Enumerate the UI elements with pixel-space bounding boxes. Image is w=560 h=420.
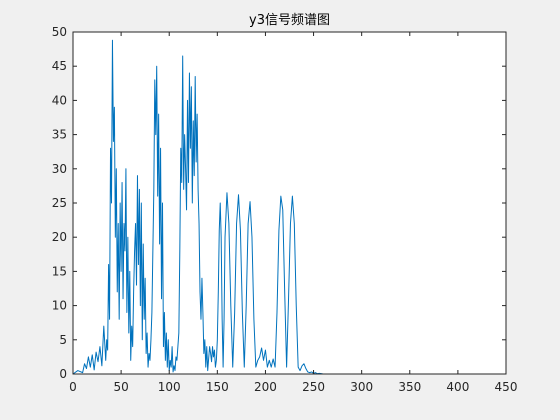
y-tick-label: 30 [52,162,67,176]
x-tick-label: 100 [158,380,181,394]
x-tick-label: 250 [302,380,325,394]
y-tick-label: 10 [52,299,67,313]
y-tick-label: 40 [52,93,67,107]
y-tick-label: 45 [52,59,67,73]
x-tick-label: 150 [206,380,229,394]
x-tick-label: 200 [254,380,277,394]
chart-title: y3信号频谱图 [249,13,330,28]
x-tick-label: 50 [113,380,128,394]
y-tick-label: 15 [52,264,67,278]
y-tick-label: 50 [52,25,67,39]
x-tick-label: 300 [350,380,373,394]
y-tick-label: 20 [52,230,67,244]
x-tick-label: 450 [495,380,518,394]
x-tick-label: 350 [398,380,421,394]
x-tick-label: 400 [446,380,469,394]
x-tick-label: 0 [69,380,77,394]
series-line-0 [72,39,331,375]
y-tick-label: 5 [59,333,67,347]
y-tick-label: 25 [52,196,67,210]
y-tick-label: 35 [52,128,67,142]
y-tick-label: 0 [59,367,67,381]
